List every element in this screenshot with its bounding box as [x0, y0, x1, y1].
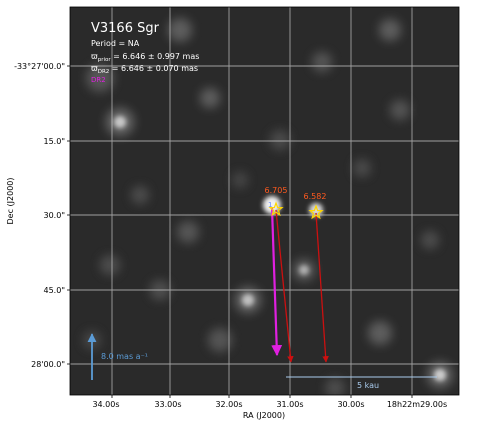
parallax-dr2-text: ϖDR2 = 6.646 ± 0.070 mas [91, 64, 198, 75]
y-tick-label: 28'00.0" [31, 360, 65, 369]
star-parallax-label: 6.582 [304, 192, 327, 201]
proper-motion-key-label: 8.0 mas a⁻¹ [101, 352, 148, 361]
star-marker [268, 201, 284, 217]
star-parallax-label: 6.705 [265, 186, 288, 195]
x-tick-label: 18h22m29.00s [387, 400, 447, 409]
star-marker [308, 204, 324, 220]
coordinate-grid [70, 7, 459, 395]
parallax-prior-text: ϖprior = 6.646 ± 0.997 mas [91, 52, 199, 63]
x-tick-label: 34.00s [92, 400, 119, 409]
scale-bar-label: 5 kau [357, 381, 379, 390]
dr2-legend-text: DR2 [91, 76, 106, 84]
y-tick-label: -33°27'00.0" [14, 62, 65, 71]
dr2-proper-motion-arrow [270, 207, 283, 357]
plot-frame [69, 6, 460, 396]
period-text: Period = NA [91, 39, 140, 48]
y-tick-label: 45.0" [44, 286, 66, 295]
y-tick-label: 30.0" [44, 211, 66, 220]
y-tick-label: 15.0" [44, 137, 66, 146]
x-tick-label: 30.00s [337, 400, 364, 409]
tick-marks [67, 65, 413, 398]
y-axis-label: Dec (J2000) [6, 178, 15, 225]
star-name-title: V3166 Sgr [91, 21, 160, 36]
secondary-marker-label: 1 [268, 201, 272, 209]
primary-proper-motion-arrow [275, 209, 294, 363]
sky-image [70, 7, 459, 395]
secondary-proper-motion-arrow [315, 212, 329, 363]
x-tick-label: 32.00s [215, 400, 242, 409]
x-tick-label: 31.00s [276, 400, 303, 409]
x-tick-label: 33.00s [154, 400, 181, 409]
x-axis-label: RA (J2000) [243, 411, 285, 420]
